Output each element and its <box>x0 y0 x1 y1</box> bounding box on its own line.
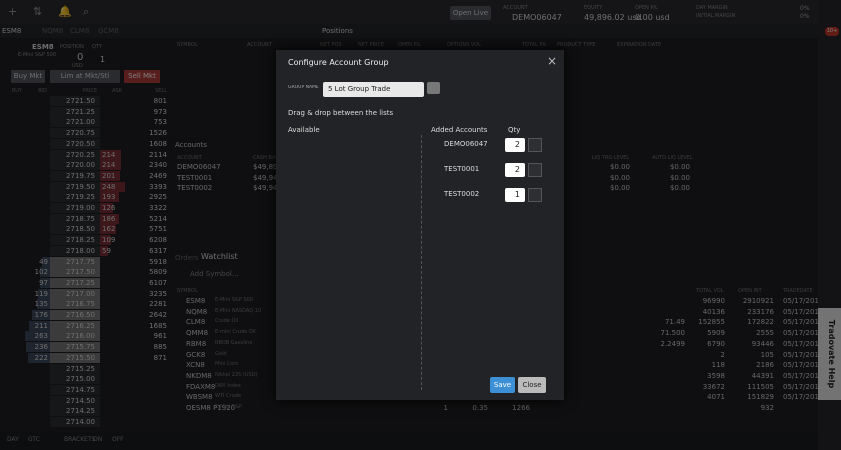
added-account: DEMO06047 <box>444 140 488 148</box>
qty-value: 2 <box>514 140 520 149</box>
qty-input[interactable]: 2 <box>505 163 525 177</box>
dialog-title: Configure Account Group <box>288 58 389 67</box>
added-account: TEST0001 <box>444 165 480 173</box>
close-button[interactable]: Close <box>518 377 546 393</box>
close-icon[interactable]: × <box>547 54 558 68</box>
qty-spinner[interactable] <box>528 188 542 202</box>
group-name-label: GROUP NAME <box>288 85 319 90</box>
available-heading: Available <box>288 126 320 134</box>
qty-spinner[interactable] <box>528 163 542 177</box>
qty-value: 2 <box>514 165 520 174</box>
instruction: Drag & drop between the lists <box>288 109 394 117</box>
save-button[interactable]: Save <box>490 377 515 393</box>
add-group-button[interactable] <box>427 82 440 94</box>
configure-account-group-dialog: Configure Account Group × GROUP NAME 5 Lot … <box>276 50 564 400</box>
qty-heading: Qty <box>508 126 521 134</box>
qty-input[interactable]: 1 <box>505 188 525 202</box>
qty-input[interactable]: 2 <box>505 138 525 152</box>
added-account: TEST0002 <box>444 190 480 198</box>
qty-value: 1 <box>514 190 520 199</box>
group-name-select[interactable]: 5 Lot Group Trade <box>323 82 424 97</box>
qty-spinner[interactable] <box>528 138 542 152</box>
list-divider <box>421 135 422 390</box>
added-accounts-heading: Added Accounts <box>431 126 488 134</box>
group-name-value: 5 Lot Group Trade <box>328 85 391 93</box>
